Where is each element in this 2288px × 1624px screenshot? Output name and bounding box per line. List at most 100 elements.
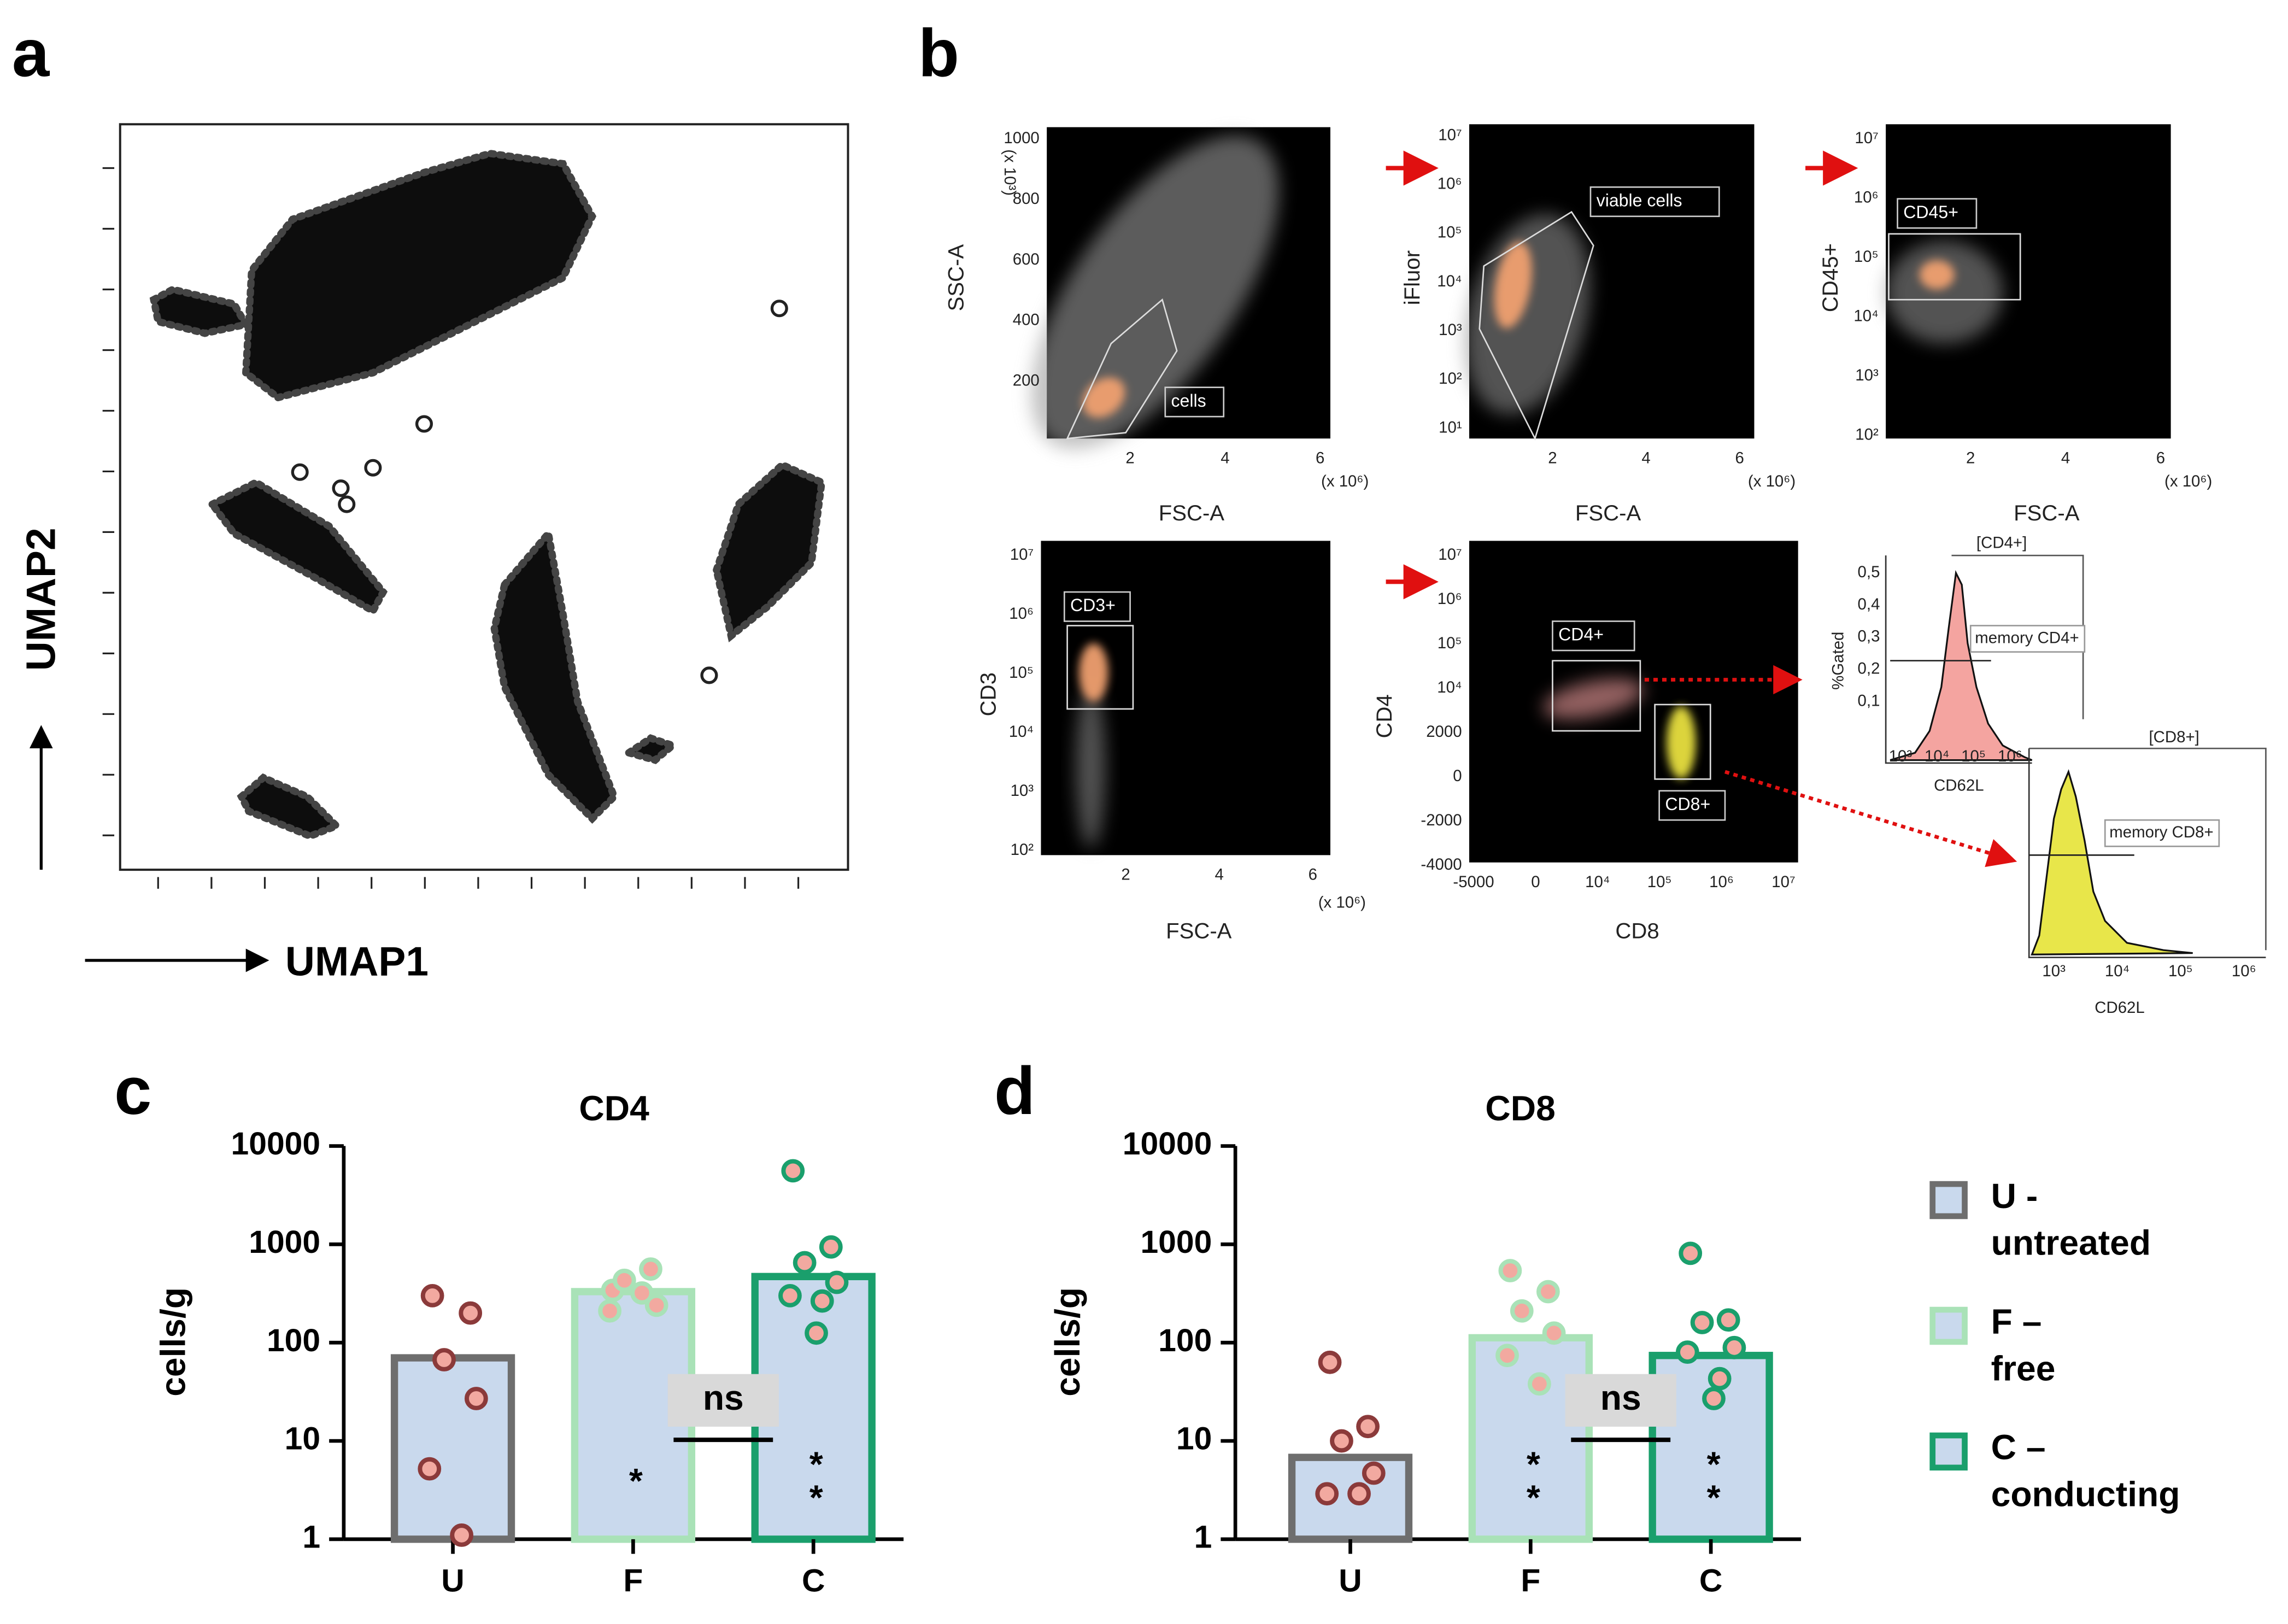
x-axis-label: FSC-A — [1575, 501, 1641, 525]
density-cloud — [1465, 214, 1591, 414]
x-tick-label: 10⁴ — [2105, 962, 2129, 980]
gate-label: cells — [1171, 391, 1206, 411]
gate-label-box — [1897, 198, 1978, 229]
y-tick-label: 1 — [1194, 1519, 1212, 1555]
data-point — [1716, 1308, 1740, 1332]
density-cloud — [1886, 241, 2003, 344]
data-point — [1675, 1340, 1699, 1364]
y-tick-label: 10 — [1176, 1421, 1212, 1457]
data-point — [1362, 1461, 1386, 1485]
y-tick-label: 0 — [1453, 767, 1462, 785]
y-tick-label: 200 — [1013, 372, 1040, 390]
density-cloud — [1031, 136, 1279, 449]
data-point — [1498, 1259, 1522, 1282]
x-axis-label: CD62L — [1934, 776, 1984, 794]
x-tick-label: 10⁵ — [1961, 747, 1986, 765]
data-point — [639, 1257, 662, 1281]
data-point — [418, 1457, 442, 1481]
x-tick-label: 10³ — [2042, 962, 2066, 980]
x-unit: (x 10⁶) — [1321, 472, 1369, 490]
arrow — [1724, 770, 2017, 867]
y-tick-label: 10² — [1011, 841, 1034, 859]
x-tick-label: 10⁶ — [2232, 962, 2256, 980]
x-tick-label: 10⁷ — [1771, 873, 1795, 891]
x-tick-label: 4 — [1215, 866, 1224, 884]
gate-label: viable cells — [1597, 191, 1682, 210]
y-tick-label: 10⁶ — [1854, 188, 1879, 206]
y-tick-label: 10⁴ — [1009, 723, 1034, 741]
x-axis-label: CD62L — [2095, 999, 2145, 1017]
gate — [1552, 660, 1641, 732]
y-tick-label: 10¹ — [1439, 418, 1462, 436]
y-tick-label: 1000 — [1140, 1224, 1212, 1260]
y-tick-label: 10⁷ — [1438, 126, 1462, 144]
y-tick-label: 10⁵ — [1438, 634, 1462, 652]
y-axis-label: CD4 — [1372, 694, 1397, 738]
gate-label: memory CD8+ — [2109, 823, 2213, 841]
histogram — [1890, 570, 2033, 761]
data-point — [1330, 1429, 1353, 1453]
data-point — [1510, 1299, 1534, 1323]
legend-swatch — [1929, 1306, 1968, 1345]
x-axis-label: CD8 — [1615, 919, 1659, 943]
umap-plot: UMAP1 UMAP2 — [17, 123, 849, 984]
y-tick-label: 10⁶ — [1438, 590, 1462, 608]
x-tick-label: 10⁶ — [1998, 747, 2022, 765]
y-tick-label: 10⁷ — [1855, 129, 1878, 147]
histogram-title: [CD8+] — [2149, 728, 2199, 746]
gate-label-box — [1164, 386, 1225, 418]
x-axis-label: FSC-A — [2014, 501, 2080, 525]
y-tick-label: 10² — [1439, 370, 1462, 388]
data-point — [432, 1348, 456, 1371]
y-axis-label: CD45+ — [1818, 243, 1843, 312]
x-unit: (x 10⁶) — [2164, 472, 2212, 490]
density-cloud — [1076, 687, 1106, 848]
significance: ** — [796, 1444, 836, 1511]
gate — [1066, 625, 1134, 710]
y-tick-label: 10³ — [1011, 782, 1034, 800]
legend-label: F – — [1991, 1302, 2042, 1341]
comparison-label: ns — [1600, 1378, 1641, 1417]
y-tick-label: 1000 — [249, 1224, 320, 1260]
gate-label: memory CD4+ — [1975, 629, 2079, 647]
x-tick-label: 10⁴ — [1925, 747, 1949, 765]
y-axis-label: cells/g — [1048, 1287, 1087, 1397]
gate-label-box — [1658, 790, 1726, 821]
x-axis-label: FSC-A — [1166, 919, 1232, 943]
gate-label-box — [1589, 186, 1720, 218]
comparison-box — [667, 1374, 779, 1427]
x-unit: (x 10⁶) — [1318, 893, 1366, 911]
x-tick-label: C — [1699, 1563, 1722, 1599]
data-point — [1495, 1344, 1519, 1368]
panel-label: a — [12, 16, 50, 91]
density-cloud — [1667, 706, 1696, 779]
y-tick-label: -4000 — [1421, 855, 1462, 873]
chart-title: CD4 — [579, 1088, 649, 1128]
density-cloud — [1494, 242, 1532, 329]
data-point — [420, 1284, 444, 1308]
density-cloud — [1078, 643, 1108, 702]
y-tick-label: 10000 — [1123, 1126, 1212, 1162]
x-tick-label: 10⁶ — [1709, 873, 1734, 891]
y-tick-label: 0,2 — [1858, 660, 1880, 678]
legend-swatch — [1929, 1432, 1968, 1471]
y-tick-label: 1000 — [1004, 129, 1039, 147]
gate-label-box — [2104, 819, 2220, 847]
legend-label: conducting — [1991, 1474, 2180, 1514]
data-point — [1722, 1335, 1746, 1359]
bar — [1468, 1334, 1593, 1543]
y-axis-label: cells/g — [153, 1287, 192, 1397]
panel-label: d — [994, 1054, 1035, 1129]
data-point — [459, 1301, 483, 1325]
gate-label: CD8+ — [1665, 794, 1710, 814]
gate-bracket — [2029, 747, 2267, 951]
y-tick-label: 0,3 — [1858, 628, 1880, 646]
gate-label: CD3+ — [1070, 595, 1116, 615]
data-point — [793, 1251, 817, 1275]
y-tick-label: 10² — [1855, 426, 1879, 444]
gate — [1479, 210, 1594, 441]
bar-charts: CD4 cells/g 1 10 100 1000 10000 U F * C ** ns CD8 cell… — [153, 1088, 1802, 1599]
density-cloud — [1082, 377, 1125, 418]
data-point — [1690, 1311, 1714, 1334]
